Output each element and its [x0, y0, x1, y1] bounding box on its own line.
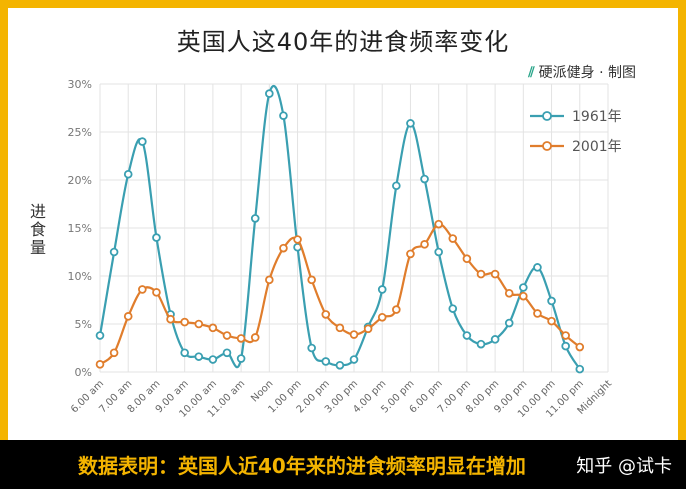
legend-label: 2001年: [572, 139, 622, 155]
data-point-1961: [462, 331, 472, 340]
data-point-1961: [490, 335, 500, 344]
data-point-2001: [420, 240, 429, 249]
data-point-1961: [519, 283, 528, 292]
legend-marker: [542, 141, 552, 151]
brand-credit: ⫽ 硬派健身 · 制图: [528, 62, 636, 82]
y-axis-label: 进 食 量: [28, 203, 48, 257]
data-point-2001: [180, 317, 189, 327]
data-point-2001: [434, 219, 443, 229]
chart-title: 英国人这40年的进食频率变化: [176, 28, 510, 56]
data-point-1961: [504, 318, 514, 328]
data-point-2001: [250, 333, 260, 342]
data-point-1961: [250, 214, 260, 223]
y-tick-label: 25%: [68, 126, 92, 139]
legend-label: 1961年: [572, 109, 622, 125]
data-point-2001: [138, 285, 147, 294]
data-point-2001: [222, 331, 232, 340]
data-point-2001: [533, 309, 542, 318]
brand-logo-icon: ⫽: [528, 65, 535, 81]
data-point-1961: [377, 285, 387, 294]
data-point-2001: [109, 348, 119, 358]
y-axis-label-char: 进: [29, 202, 46, 221]
y-tick-label: 20%: [68, 174, 92, 187]
data-point-2001: [490, 269, 500, 279]
data-point-1961: [208, 355, 218, 364]
data-point-1961: [448, 304, 458, 313]
data-point-2001: [392, 305, 401, 314]
x-tick-label: Noon: [249, 378, 275, 404]
data-point-2001: [265, 275, 274, 285]
data-point-1961: [180, 348, 189, 358]
data-point-2001: [406, 249, 415, 259]
data-point-1961: [307, 343, 316, 353]
line-chart: 0%5%10%15%20%25%30%6.00 am7.00 am8.00 am…: [68, 78, 622, 420]
legend-marker: [542, 111, 552, 121]
data-point-1961: [392, 181, 401, 191]
data-point-2001: [462, 254, 472, 264]
data-point-1961: [321, 357, 331, 366]
data-point-1961: [123, 169, 133, 179]
caption-text: 数据表明：英国人近40年来的进食频率明显在增加: [78, 454, 526, 478]
data-point-1961: [152, 233, 161, 242]
data-point-1961: [95, 331, 105, 340]
data-point-2001: [123, 312, 133, 321]
data-point-2001: [236, 334, 246, 343]
y-tick-label: 10%: [68, 270, 92, 283]
data-point-2001: [293, 235, 302, 244]
data-point-2001: [307, 275, 316, 285]
data-point-1961: [561, 341, 570, 351]
data-point-1961: [420, 174, 429, 184]
watermark: 知乎 @试卡: [576, 456, 672, 477]
data-point-2001: [321, 310, 331, 319]
data-point-2001: [575, 342, 585, 352]
data-point-1961: [476, 339, 486, 349]
data-point-2001: [279, 243, 288, 253]
caption-bar: 数据表明：英国人近40年来的进食频率明显在增加 知乎 @试卡: [0, 440, 686, 489]
data-point-2001: [208, 323, 218, 333]
y-tick-label: 0%: [75, 366, 92, 379]
data-point-1961: [279, 111, 288, 120]
data-point-2001: [377, 312, 387, 322]
data-point-2001: [561, 331, 570, 340]
data-point-1961: [222, 348, 232, 358]
chart-card: 英国人这40年的进食频率变化 ⫽ 硬派健身 · 制图 进 食 量 0% 5% 10% 1…: [8, 8, 678, 440]
data-point-1961: [109, 247, 119, 257]
data-point-2001: [95, 360, 105, 369]
data-point-1961: [236, 354, 246, 363]
y-tick-label: 15%: [68, 222, 92, 235]
data-point-2001: [152, 288, 161, 297]
brand-name: 硬派健身 · 制图: [538, 65, 636, 81]
data-point-1961: [406, 119, 415, 128]
y-axis-label-char: 食: [29, 220, 46, 239]
data-point-1961: [575, 364, 585, 374]
data-point-2001: [547, 316, 556, 326]
y-tick-label: 30%: [68, 78, 92, 91]
data-point-2001: [166, 314, 175, 324]
data-point-1961: [547, 296, 556, 306]
data-point-1961: [349, 355, 359, 364]
data-point-2001: [476, 269, 486, 279]
data-point-2001: [363, 324, 373, 334]
data-point-2001: [194, 319, 204, 329]
data-point-2001: [349, 330, 359, 339]
y-axis-label-char: 量: [29, 238, 46, 257]
data-point-1961: [335, 360, 345, 370]
data-point-2001: [519, 291, 528, 301]
data-point-2001: [504, 288, 514, 298]
y-tick-label: 5%: [75, 318, 92, 331]
data-point-1961: [138, 137, 147, 146]
data-point-1961: [434, 247, 443, 257]
data-point-2001: [448, 234, 458, 243]
data-point-1961: [533, 263, 542, 272]
data-point-2001: [335, 323, 345, 333]
data-point-1961: [265, 89, 274, 98]
data-point-1961: [194, 352, 204, 361]
